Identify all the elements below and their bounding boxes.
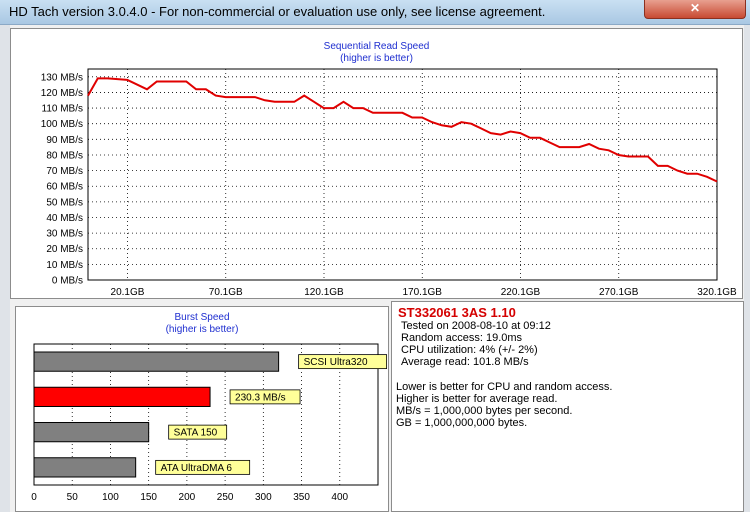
window-title: HD Tach version 3.0.4.0 - For non-commer… [9, 4, 546, 19]
y-tick-label: 0 MB/s [52, 276, 83, 287]
sequential-read-chart: 0 MB/s 10 MB/s 20 MB/s 30 MB/s 40 MB/s 50 MB/… [41, 68, 737, 298]
y-tick-label: 130 MB/s [41, 72, 83, 83]
burst-bar [33, 386, 211, 407]
drive-title: ST332061 3AS 1.10 [398, 305, 516, 320]
close-icon: ✕ [689, 1, 701, 15]
seq-chart-title: Sequential Read Speed [323, 41, 430, 52]
y-tick-label: 20 MB/s [46, 244, 83, 255]
bar-label: 230.3 MB/s [235, 392, 286, 403]
y-tick-label: 120 MB/s [41, 88, 83, 99]
x-tick-label: 250 [217, 492, 234, 503]
close-button[interactable]: ✕ [644, 0, 746, 19]
x-tick-label: 300 [255, 492, 272, 503]
x-tick-label: 220.1GB [501, 287, 541, 298]
x-tick-label: 50 [67, 492, 79, 503]
x-tick-label: 150 [140, 492, 157, 503]
burst-speed-chart: 0 50 100 150 200 250 300 350 400 SCSI Ultra320 230… [31, 343, 388, 503]
bar-label-box [168, 424, 228, 440]
burst-bar [33, 457, 137, 478]
y-tick-label: 110 MB/s [42, 104, 84, 115]
y-tick-label: 90 MB/s [46, 135, 83, 146]
burst-bar [33, 351, 280, 372]
y-tick-label: 40 MB/s [46, 213, 83, 224]
bar-label-box [298, 354, 388, 370]
bar-label-box [229, 389, 301, 405]
y-tick-label: 50 MB/s [46, 197, 83, 208]
x-tick-label: 70.1GB [209, 287, 243, 298]
random-access-text: Random access: 19.0ms [401, 332, 523, 344]
bar-label: SATA 150 [174, 428, 218, 439]
cpu-utilization-text: CPU utilization: 4% (+/- 2%) [401, 344, 538, 356]
bar-label-box [155, 459, 251, 475]
x-tick-label: 350 [293, 492, 310, 503]
x-tick-label: 20.1GB [111, 287, 145, 298]
x-tick-label: 200 [179, 492, 196, 503]
note-line: Higher is better for average read. [396, 393, 558, 405]
note-line: MB/s = 1,000,000 bytes per second. [396, 405, 573, 417]
burst-speed-panel: Burst Speed (higher is better) 0 50 100 150… [15, 306, 389, 512]
burst-bar [33, 422, 150, 443]
plot-frame [87, 68, 718, 281]
bar-label: SCSI Ultra320 [304, 357, 368, 368]
y-tick-label: 10 MB/s [46, 260, 83, 271]
x-tick-label: 320.1GB [697, 287, 737, 298]
x-tick-label: 100 [102, 492, 119, 503]
seq-chart-subtitle: (higher is better) [340, 53, 413, 64]
sequential-read-panel: Sequential Read Speed (higher is better)… [10, 28, 743, 299]
y-tick-label: 30 MB/s [46, 229, 83, 240]
note-line: GB = 1,000,000,000 bytes. [396, 417, 528, 429]
x-tick-label: 270.1GB [599, 287, 639, 298]
x-tick-label: 0 [31, 492, 37, 503]
x-tick-label: 170.1GB [403, 287, 443, 298]
burst-chart-title: Burst Speed [174, 312, 230, 323]
plot-frame [33, 343, 379, 486]
read-speed-line [87, 77, 718, 183]
y-tick-label: 60 MB/s [46, 182, 83, 193]
y-tick-label: 100 MB/s [41, 119, 83, 130]
tested-on-text: Tested on 2008-08-10 at 09:12 [401, 320, 551, 332]
y-tick-label: 70 MB/s [46, 166, 83, 177]
average-read-text: Average read: 101.8 MB/s [401, 356, 529, 368]
bar-label: ATA UltraDMA 6 [161, 463, 233, 474]
window-titlebar: HD Tach version 3.0.4.0 - For non-commer… [0, 0, 750, 25]
y-tick-label: 80 MB/s [46, 150, 83, 161]
note-line: Lower is better for CPU and random acces… [396, 381, 613, 393]
x-tick-label: 120.1GB [304, 287, 344, 298]
x-tick-label: 400 [331, 492, 348, 503]
burst-chart-subtitle: (higher is better) [165, 324, 239, 335]
main-client-area: Sequential Read Speed (higher is better)… [10, 25, 744, 512]
drive-info-panel: ST332061 3AS 1.10 Tested on 2008-08-10 a… [391, 301, 744, 512]
